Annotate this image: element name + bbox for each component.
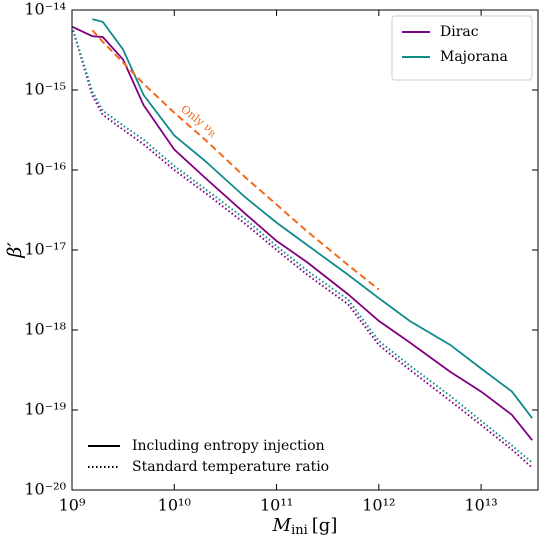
y-tick-label: 10⁻¹⁷ <box>24 240 66 259</box>
x-axis-label: Mini [g] <box>272 515 338 538</box>
y-tick-label: 10⁻²⁰ <box>24 480 66 499</box>
legend-label: Dirac <box>440 24 479 40</box>
style-legend-label: Including entropy injection <box>132 438 325 454</box>
svg-text:Mini[g]: Mini [g] <box>272 515 338 538</box>
annotation-subscript: R <box>206 129 217 140</box>
y-tick-label: 10⁻¹⁶ <box>24 160 66 179</box>
legend-label: Majorana <box>440 49 508 65</box>
y-axis-label: β′ <box>4 242 26 259</box>
x-tick-label: 10¹² <box>362 496 395 515</box>
x-label-unit: [g] <box>312 515 338 536</box>
x-tick-label: 10¹¹ <box>260 496 293 515</box>
y-tick-label: 10⁻¹⁵ <box>24 80 66 99</box>
y-tick-label: 10⁻¹⁴ <box>24 0 66 19</box>
x-label-symbol: M <box>272 515 292 536</box>
y-tick-label: 10⁻¹⁹ <box>24 400 66 419</box>
series-line <box>72 26 533 464</box>
series-line <box>72 25 533 441</box>
x-label-subscript: ini <box>291 523 308 538</box>
series-line <box>72 26 533 469</box>
x-tick-label: 10¹³ <box>465 496 498 515</box>
style-legend-label: Standard temperature ratio <box>132 459 329 475</box>
series-line <box>91 29 380 291</box>
x-tick-label: 10⁹ <box>59 496 86 515</box>
y-tick-label: 10⁻¹⁸ <box>24 320 66 339</box>
x-tick-label: 10¹⁰ <box>158 496 191 515</box>
